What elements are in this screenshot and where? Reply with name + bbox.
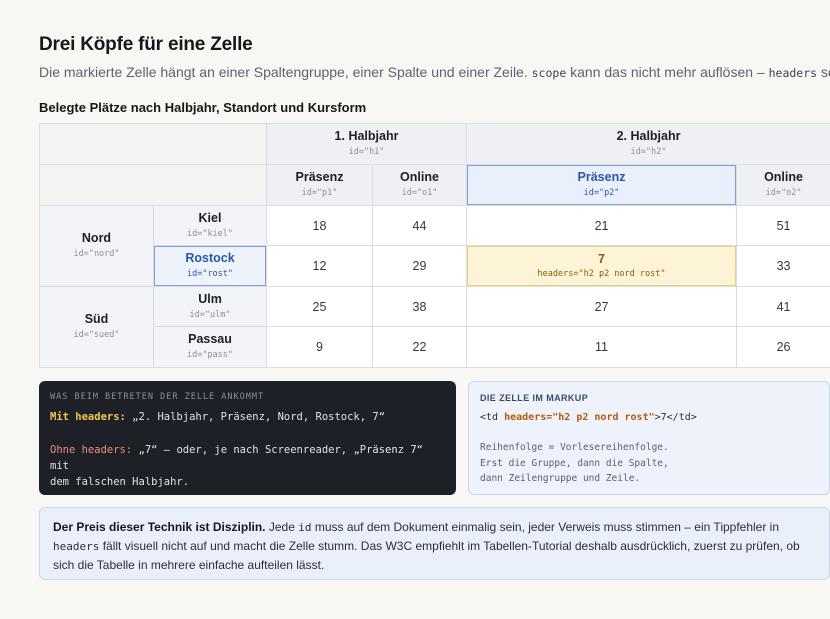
markup-comment-2: Erst die Gruppe, dann die Spalte, [480,457,669,469]
row-kiel-label: Kiel [198,210,222,225]
announce-with-text: „2. Halbjahr, Präsenz, Nord, Rostock, 7“ [125,411,386,423]
header-h2: 2. Halbjahr id="h2" [466,123,830,165]
row-passau-label: Passau [188,332,232,346]
markup-comment-3: dann Zeilengruppe und Zeile. [480,473,641,484]
row-rostock-label: Rostock [185,251,235,265]
row-ulm-label: Ulm [198,291,222,306]
announce-with-label: Mit headers: [50,411,126,423]
cell-pass-p2: 11 [466,326,738,368]
group-nord-id: id="nord" [73,249,120,259]
cell-ulm-o1: 38 [371,286,468,327]
row-ulm-id: id="ulm" [189,309,231,320]
page-title: Drei Köpfe für eine Zelle [39,34,253,55]
cell-kiel-p1: 18 [266,205,373,246]
group-nord-label: Nord [81,231,112,245]
announce-without-label: Ohne headers: [50,444,133,456]
header-p2-id: id="p2" [583,188,620,198]
discipline-note: Der Preis dieser Technik ist Disziplin. … [39,507,830,580]
markup-code-attr: headers="h2 p2 nord rost" [504,412,655,423]
group-sued-label: Süd [84,312,109,326]
subtitle-text-3: schon. [820,64,830,80]
markup-kicker: Die Zelle im Markup [480,393,589,403]
header-o1-label: Online [400,170,439,184]
subtitle-code-scope: scope [531,66,567,80]
announce-panel: Was beim Betreten der Zelle ankommt Mit … [39,381,456,495]
table-row: Passau id="pass" 9 22 11 26 [40,326,830,368]
table-row: Nord id="nord" Kiel id="kiel" 18 44 21 5… [39,205,830,287]
header-p2-label: Präsenz [577,170,626,184]
header-p2: Präsenz id="p2" [466,164,738,206]
note-text-1: Jede [265,520,299,534]
table-caption: Belegte Plätze nach Halbjahr, Standort u… [39,100,367,115]
subtitle-text-2: kann das nicht mehr auflösen – [566,64,769,80]
target-cell-value: 7 [598,252,605,266]
group-sued-id: id="sued" [73,330,120,340]
group-nord: Nord id="nord" [39,205,154,287]
cell-pass-o1: 22 [371,326,468,368]
cell-kiel-o2: 51 [736,205,830,246]
data-table: 1. Halbjahr id="h1" 2. Halbjahr id="h2" … [39,123,830,368]
row-rostock-id: id="rost" [186,269,234,279]
header-p1-id: id="p1" [301,188,338,198]
note-text-2: muss auf dem Dokument einmalig sein, jed… [311,520,780,534]
table-corner-2 [39,164,267,206]
header-h2-label: 2. Halbjahr [616,129,681,143]
header-o2-label: Online [764,170,803,184]
row-passau: Passau id="pass" [153,326,267,368]
announce-without-line: Ohne headers: „7“ – oder, je nach Screen… [50,442,445,474]
header-h1-id: id="h1" [348,147,385,157]
markup-code-close: >7</td> [654,412,697,423]
table-corner [39,123,267,165]
row-kiel-id: id="kiel" [186,228,234,239]
announce-kicker: Was beim Betreten der Zelle ankommt [50,392,265,402]
page-subtitle: Die markierte Zelle hängt an einer Spalt… [39,64,830,80]
announce-without-line-2: dem falschen Halbjahr. [50,476,190,488]
cell-ulm-o2: 41 [736,286,830,327]
note-code-id: id [298,521,312,534]
row-rostock: Rostock id="rost" [153,245,267,287]
header-p1: Präsenz id="p1" [266,164,373,206]
target-cell-headers: headers="h2 p2 nord rost" [537,269,666,279]
table-row: Rostock id="rost" 12 29 7 headers="h2 p2… [40,245,830,287]
announce-with-line: Mit headers: „2. Halbjahr, Präsenz, Nord… [50,409,445,425]
cell-pass-p1: 9 [266,326,373,368]
header-h1-label: 1. Halbjahr [334,129,399,143]
row-kiel: Kiel id="kiel" [153,205,267,246]
note-code-headers: headers [53,540,100,553]
header-p1-label: Präsenz [295,170,344,184]
header-h2-id: id="h2" [630,147,667,157]
target-cell: 7 headers="h2 p2 nord rost" [466,245,738,287]
table-row: Süd id="sued" Ulm id="ulm" 25 38 27 41 [39,286,830,368]
cell-ulm-p2: 27 [466,286,738,327]
group-sued: Süd id="sued" [39,286,154,368]
header-h1: 1. Halbjahr id="h1" [265,123,468,165]
cell-pass-o2: 26 [736,326,830,368]
header-o2: Online id="o2" [736,164,830,206]
subtitle-code-headers: headers [768,66,818,80]
note-bold: Der Preis dieser Technik ist Disziplin. [53,520,266,534]
markup-code-open: <td [480,412,505,423]
cell-rost-o1: 29 [371,245,468,287]
markup-panel: Die Zelle im Markup <td headers="h2 p2 n… [468,381,830,495]
header-o1: Online id="o1" [371,164,468,206]
row-ulm: Ulm id="ulm" [153,286,267,327]
header-o2-id: id="o2" [765,188,802,198]
markup-comment-1: Reihenfolge = Vorlesereihenfolge. [480,442,669,453]
announce-without-text: „7“ – oder, je nach Screenreader, „Präse… [50,444,423,472]
cell-kiel-p2: 21 [466,205,738,246]
cell-ulm-p1: 25 [266,286,373,327]
note-text-3: fällt visuell nicht auf und macht die Ze… [53,539,800,572]
cell-rost-o2: 33 [736,245,830,287]
cell-rost-p1: 12 [266,245,373,287]
header-o1-id: id="o1" [401,188,438,198]
subtitle-text-1: Die markierte Zelle hängt an einer Spalt… [39,64,532,80]
cell-kiel-o1: 44 [371,205,468,246]
markup-code: <td headers="h2 p2 nord rost">7</td> [480,411,818,425]
row-passau-id: id="pass" [186,350,234,360]
